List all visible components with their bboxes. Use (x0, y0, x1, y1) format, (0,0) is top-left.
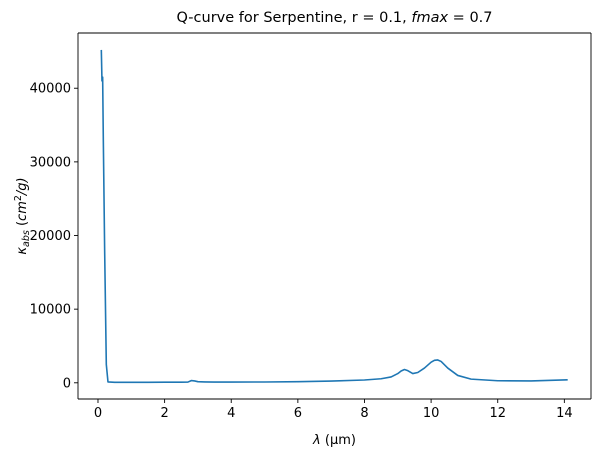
x-tick-label: 10 (423, 406, 440, 421)
x-tick-label: 14 (556, 406, 573, 421)
x-tick-label: 8 (360, 406, 368, 421)
x-tick-label: 2 (160, 406, 168, 421)
y-tick-label: 0 (63, 376, 71, 391)
axes (74, 32, 592, 403)
y-tick-label: 30000 (30, 155, 71, 170)
chart-title: Q-curve for Serpentine, r = 0.1, fmax = … (176, 10, 492, 26)
labels: 0 2 4 6 8 10 12 14 0 10000 20000 30000 40000 Q-curve … (13, 10, 573, 448)
plot-background (78, 33, 591, 399)
y-axis-label: κabs (cm2/g) (13, 177, 32, 254)
x-tick-label: 4 (227, 406, 235, 421)
y-axis-label-superscript: 2 (13, 195, 24, 201)
x-axis-label: λ (μm) (312, 433, 356, 448)
y-axis-label-subscript: abs (21, 230, 32, 247)
chart-title-tail: = 0.7 (448, 10, 492, 26)
chart-title-main: Q-curve for Serpentine, r = 0.1, (176, 10, 411, 26)
y-tick-label: 40000 (30, 82, 71, 97)
x-tick-label: 6 (294, 406, 302, 421)
x-tick-label: 0 (94, 406, 102, 421)
series-line-0 (100, 49, 568, 384)
x-tick-label: 12 (489, 406, 506, 421)
y-axis-label-close: /g) (15, 177, 30, 196)
x-axis-label-symbol: λ (312, 433, 321, 448)
series-layer (100, 49, 568, 384)
chart-title-italic: fmax (411, 10, 448, 26)
y-axis-label-unit: cm (15, 201, 30, 221)
x-axis-label-unit: (μm) (321, 433, 356, 448)
y-tick-label: 20000 (30, 229, 71, 244)
plot-area (78, 33, 591, 399)
y-axis-label-open: ( (15, 221, 30, 230)
y-tick-label: 10000 (30, 303, 71, 318)
y-axis-label-symbol: κ (15, 247, 30, 255)
